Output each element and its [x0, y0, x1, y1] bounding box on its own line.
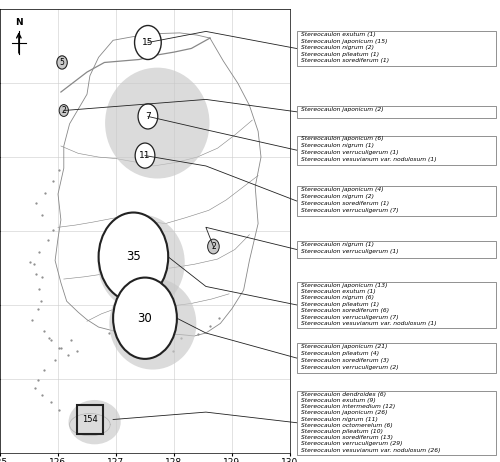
Text: Stereocaulon nigrum (1): Stereocaulon nigrum (1) [301, 242, 374, 247]
Text: Stereocaulon sorediferum (6): Stereocaulon sorediferum (6) [301, 308, 389, 313]
Text: 7: 7 [145, 112, 151, 121]
Circle shape [59, 104, 69, 116]
Text: 15: 15 [142, 38, 154, 47]
Text: Stereocaulon verruculigerum (7): Stereocaulon verruculigerum (7) [301, 315, 398, 320]
Text: Stereocaulon pileatum (1): Stereocaulon pileatum (1) [301, 302, 379, 307]
Text: Stereocaulon sorediferum (1): Stereocaulon sorediferum (1) [301, 201, 389, 206]
Text: Stereocaulon japonicum (6): Stereocaulon japonicum (6) [301, 136, 384, 141]
Text: Stereocaulon pileatum (4): Stereocaulon pileatum (4) [301, 351, 379, 356]
Bar [296, 135, 496, 165]
Circle shape [134, 25, 161, 60]
Text: Stereocaulon nigrum (11): Stereocaulon nigrum (11) [301, 417, 378, 421]
Text: Stereocaulon intermedium (12): Stereocaulon intermedium (12) [301, 404, 395, 409]
Text: Stereocaulon dendroides (6): Stereocaulon dendroides (6) [301, 392, 386, 397]
Text: N: N [15, 18, 22, 27]
Ellipse shape [68, 400, 120, 444]
Circle shape [98, 213, 168, 301]
Text: Stereocaulon vesuvianum var. nodulosum (1): Stereocaulon vesuvianum var. nodulosum (… [301, 321, 436, 326]
Text: Stereocaulon nigrum (6): Stereocaulon nigrum (6) [301, 295, 374, 300]
Text: Stereocaulon pileatum (10): Stereocaulon pileatum (10) [301, 429, 383, 434]
Text: Stereocaulon octomerelum (6): Stereocaulon octomerelum (6) [301, 423, 392, 428]
Text: Stereocaulon sorediferum (13): Stereocaulon sorediferum (13) [301, 435, 393, 440]
Text: Stereocaulon sorediferum (1): Stereocaulon sorediferum (1) [301, 59, 389, 63]
Circle shape [135, 143, 155, 168]
Text: Stereocaulon verruculigerum (29): Stereocaulon verruculigerum (29) [301, 441, 402, 446]
Text: 30: 30 [138, 312, 152, 325]
Text: Stereocaulon verruculigerum (2): Stereocaulon verruculigerum (2) [301, 365, 398, 370]
Text: Stereocaulon verruculigerum (1): Stereocaulon verruculigerum (1) [301, 249, 398, 255]
Text: Stereocaulon japonicum (26): Stereocaulon japonicum (26) [301, 410, 388, 415]
Text: 2: 2 [211, 242, 216, 251]
Text: Stereocaulon sorediferum (3): Stereocaulon sorediferum (3) [301, 358, 389, 363]
Text: Stereocaulon exutum (9): Stereocaulon exutum (9) [301, 398, 376, 403]
Text: Stereocaulon nigrum (2): Stereocaulon nigrum (2) [301, 45, 374, 50]
Circle shape [208, 239, 219, 254]
Bar [296, 106, 496, 118]
Text: Stereocaulon japonicum (2): Stereocaulon japonicum (2) [301, 107, 384, 112]
Text: 5: 5 [60, 58, 64, 67]
Ellipse shape [105, 67, 210, 178]
Text: Stereocaulon exutum (1): Stereocaulon exutum (1) [301, 289, 376, 294]
Text: Stereocaulon japonicum (4): Stereocaulon japonicum (4) [301, 187, 384, 192]
Ellipse shape [110, 278, 196, 370]
Text: Stereocaulon nigrum (2): Stereocaulon nigrum (2) [301, 194, 374, 199]
Text: 2: 2 [62, 106, 66, 115]
Text: Stereocaulon vesuvianum var. nodulosum (26): Stereocaulon vesuvianum var. nodulosum (… [301, 448, 440, 453]
Circle shape [57, 56, 68, 69]
Text: Stereocaulon nigrum (1): Stereocaulon nigrum (1) [301, 143, 374, 148]
Circle shape [113, 278, 177, 359]
Text: Stereocaulon japonicum (21): Stereocaulon japonicum (21) [301, 344, 388, 349]
Text: 11: 11 [139, 151, 151, 160]
Text: Stereocaulon exutum (1): Stereocaulon exutum (1) [301, 32, 376, 37]
Text: Stereocaulon verruculigerum (1): Stereocaulon verruculigerum (1) [301, 150, 398, 155]
Bar [77, 405, 102, 434]
Bar [296, 391, 496, 455]
Ellipse shape [98, 214, 184, 310]
Bar [296, 282, 496, 328]
Text: Stereocaulon verruculigerum (7): Stereocaulon verruculigerum (7) [301, 208, 398, 213]
Text: Stereocaulon japonicum (15): Stereocaulon japonicum (15) [301, 38, 388, 43]
Circle shape [138, 104, 158, 129]
Bar [296, 31, 496, 66]
Bar [296, 241, 496, 258]
Text: Stereocaulon japonicum (13): Stereocaulon japonicum (13) [301, 283, 388, 287]
Bar [296, 186, 496, 216]
Text: 154: 154 [82, 415, 98, 424]
Text: Stereocaulon pileatum (1): Stereocaulon pileatum (1) [301, 52, 379, 57]
Text: 35: 35 [126, 250, 141, 263]
Text: Stereocaulon vesuvianum var. nodulosum (1): Stereocaulon vesuvianum var. nodulosum (… [301, 157, 436, 162]
Bar [296, 343, 496, 373]
